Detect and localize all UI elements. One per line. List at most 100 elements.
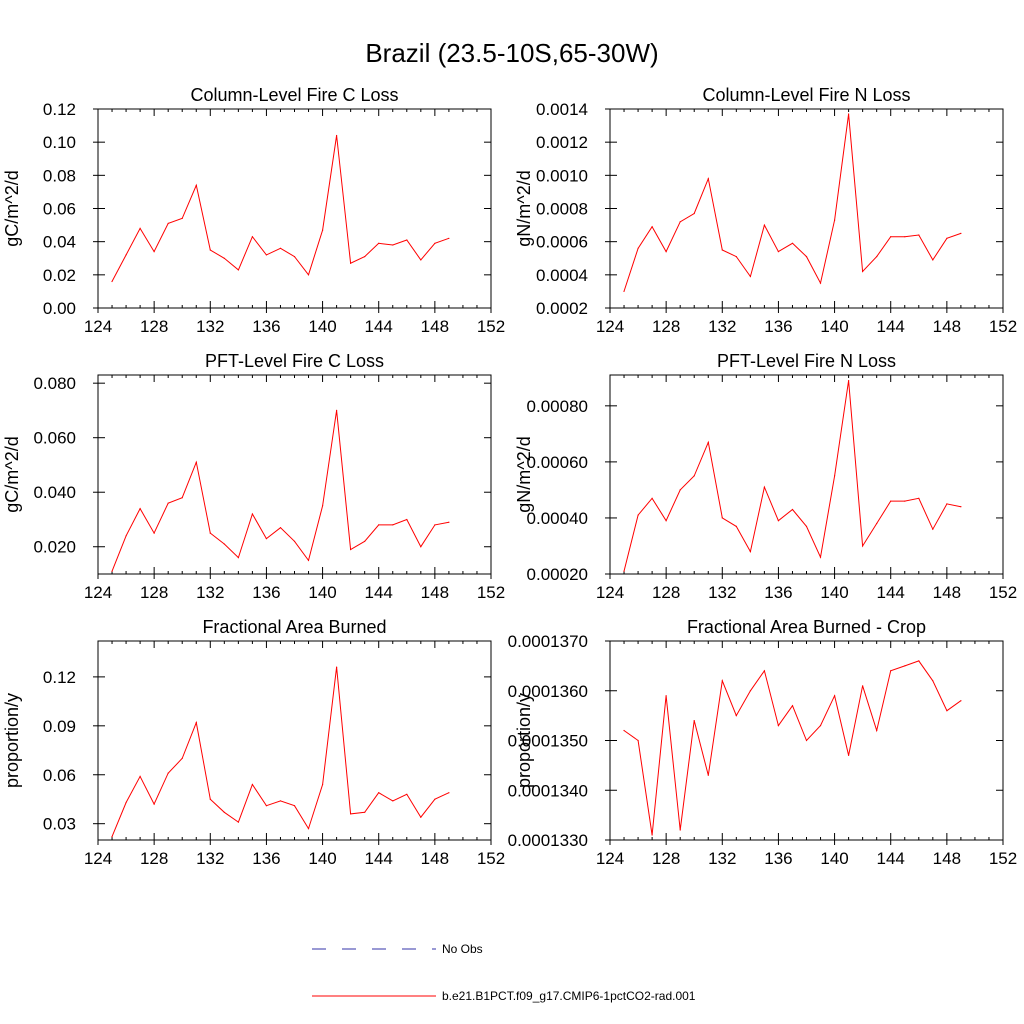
data-point: [209, 798, 211, 800]
x-tick-label: 132: [196, 317, 224, 336]
y-tick-label: 0.0001360: [508, 682, 588, 701]
plot-frame: [97, 640, 492, 841]
data-point: [946, 710, 948, 712]
data-point: [904, 500, 906, 502]
x-tick-label: 144: [365, 317, 393, 336]
y-axis-label: gN/m^2/d: [514, 436, 534, 512]
data-point: [763, 224, 766, 226]
x-tick-label: 144: [877, 583, 905, 602]
data-point: [350, 548, 352, 551]
data-point: [848, 380, 850, 382]
data-point: [623, 570, 625, 572]
data-point: [181, 217, 183, 219]
data-point: [862, 270, 864, 273]
data-point: [777, 520, 780, 522]
y-tick-label: 0.0001350: [508, 732, 588, 751]
panel-title: Fractional Area Burned: [202, 617, 386, 637]
x-tick-label: 140: [308, 583, 336, 602]
data-point: [749, 690, 752, 692]
x-tick-label: 132: [708, 849, 736, 868]
data-point: [623, 729, 625, 732]
panel-title: PFT-Level Fire C Loss: [205, 351, 384, 371]
y-tick-label: 0.020: [33, 538, 76, 557]
y-tick-label: 0.00060: [527, 453, 588, 472]
x-tick-label: 128: [652, 849, 680, 868]
data-point: [279, 527, 282, 529]
data-point: [918, 660, 920, 662]
x-tick-label: 152: [477, 849, 505, 868]
y-axis-label: gC/m^2/d: [2, 170, 22, 246]
data-point: [139, 775, 141, 778]
data-point: [876, 729, 878, 732]
x-tick-label: 136: [252, 849, 280, 868]
data-point: [735, 715, 737, 717]
data-point: [791, 242, 794, 244]
y-tick-label: 0.0001340: [508, 781, 588, 800]
panel-title: Column-Level Fire N Loss: [702, 85, 910, 105]
series-line: [111, 135, 450, 282]
y-tick-label: 0.0012: [536, 133, 588, 152]
y-tick-label: 0.040: [33, 483, 76, 502]
data-point: [946, 237, 948, 239]
x-tick-label: 124: [84, 583, 112, 602]
x-tick-label: 124: [84, 317, 112, 336]
y-tick-label: 0.0004: [536, 266, 588, 285]
data-point: [637, 739, 639, 742]
y-tick-label: 0.0010: [536, 166, 588, 185]
y-tick-label: 0.0001370: [508, 632, 588, 651]
data-point: [862, 545, 864, 547]
y-tick-label: 0.06: [43, 200, 76, 219]
panel-title: PFT-Level Fire N Loss: [717, 351, 896, 371]
x-tick-label: 128: [140, 317, 168, 336]
y-tick-label: 0.00: [43, 299, 76, 318]
data-point: [378, 524, 380, 526]
y-axis-label: proportion/y: [514, 693, 534, 788]
panel-6: Fractional Area Burned - Crop proportion/…: [508, 617, 1018, 868]
data-point: [932, 680, 934, 682]
data-point: [153, 532, 155, 534]
data-point: [918, 497, 920, 499]
data-point: [904, 236, 906, 238]
x-tick-label: 136: [252, 583, 280, 602]
data-point: [721, 249, 723, 251]
data-point: [876, 522, 878, 525]
data-point: [125, 801, 127, 804]
y-axis-label: proportion/y: [2, 693, 22, 788]
data-point: [805, 739, 808, 742]
data-point: [406, 793, 408, 795]
data-point: [448, 521, 450, 523]
legend: No Obs b.e21.B1PCT.f09_g17.CMIP6-1pctCO2…: [312, 942, 696, 1003]
x-tick-label: 144: [365, 849, 393, 868]
data-point: [420, 546, 422, 548]
data-point: [707, 441, 709, 443]
data-point: [420, 259, 422, 261]
data-point: [378, 792, 380, 794]
data-point: [763, 486, 766, 488]
x-tick-label: 152: [989, 583, 1017, 602]
data-point: [209, 249, 211, 251]
data-point: [834, 475, 836, 477]
data-point: [848, 113, 850, 115]
x-tick-label: 136: [252, 317, 280, 336]
data-point: [139, 508, 141, 510]
panels: Column-Level Fire C Loss gC/m^2/d 124 128 13…: [2, 85, 1017, 868]
data-point: [707, 178, 709, 180]
panel-3: PFT-Level Fire C Loss gC/m^2/d 124 128 132 13…: [2, 351, 505, 602]
x-tick-label: 148: [421, 583, 449, 602]
data-point: [293, 540, 296, 542]
data-point: [279, 800, 282, 802]
legend-obs-label: No Obs: [442, 942, 483, 956]
plot-frame: [97, 108, 492, 309]
data-point: [960, 506, 962, 508]
data-point: [819, 282, 822, 284]
data-point: [735, 525, 737, 528]
data-point: [251, 513, 253, 515]
data-point: [251, 236, 253, 238]
data-point: [265, 254, 267, 256]
data-point: [336, 409, 338, 411]
data-point: [223, 257, 225, 259]
y-tick-label: 0.0014: [536, 100, 588, 119]
data-point: [181, 757, 183, 760]
data-point: [195, 722, 197, 724]
data-point: [125, 254, 127, 256]
